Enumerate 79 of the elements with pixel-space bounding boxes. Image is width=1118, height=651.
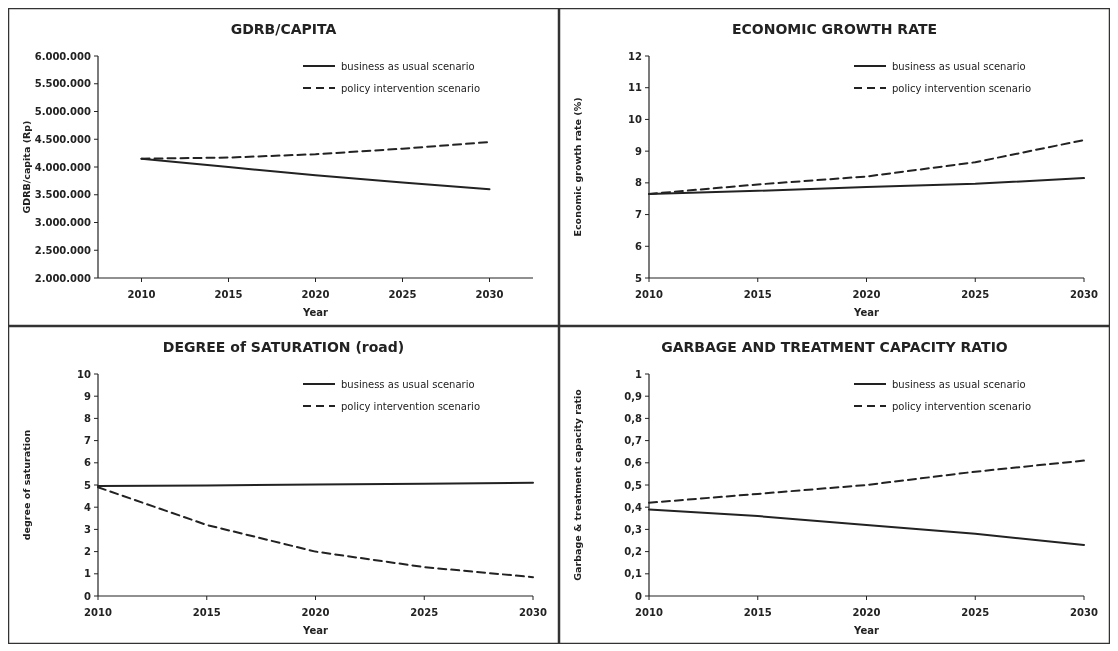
y-tick-label: 3 — [84, 523, 92, 535]
y-tick-label: 4.000.000 — [34, 161, 92, 173]
y-tick-label: 7 — [635, 209, 643, 221]
legend-label: business as usual scenario — [892, 60, 1026, 72]
x-axis-title: Year — [853, 625, 879, 636]
x-tick-label: 2015 — [214, 289, 243, 300]
y-axis-title: degree of saturation — [21, 429, 32, 541]
y-tick-label: 1 — [635, 368, 643, 380]
x-tick-label: 2025 — [388, 289, 417, 300]
x-tick-label: 2025 — [410, 607, 439, 618]
x-tick-label: 2010 — [635, 607, 663, 618]
y-tick-label: 0,8 — [624, 412, 643, 424]
x-tick-label: 2015 — [192, 607, 221, 618]
y-tick-label: 0,5 — [624, 479, 643, 491]
y-tick-label: 0 — [635, 590, 643, 602]
y-tick-label: 5 — [84, 479, 92, 491]
y-tick-label: 10 — [77, 368, 92, 380]
x-tick-label: 2010 — [127, 289, 156, 300]
y-tick-label: 3.500.000 — [34, 189, 92, 201]
y-axis-title: Economic growth rate (%) — [572, 97, 583, 237]
legend-label: policy intervention scenario — [341, 82, 480, 94]
y-tick-label: 5.500.000 — [34, 78, 92, 90]
y-tick-label: 8 — [84, 412, 92, 424]
x-tick-label: 2015 — [743, 607, 772, 618]
y-tick-label: 0,2 — [624, 546, 643, 558]
x-tick-label: 2020 — [301, 289, 330, 300]
x-tick-label: 2010 — [635, 289, 663, 300]
y-tick-label: 6.000.000 — [34, 50, 92, 62]
x-tick-label: 2020 — [852, 607, 881, 618]
y-tick-label: 0,3 — [624, 523, 643, 535]
y-tick-label: 0 — [84, 590, 92, 602]
y-tick-label: 2.000.000 — [34, 272, 92, 284]
x-tick-label: 2020 — [852, 289, 881, 300]
y-tick-label: 10 — [628, 113, 643, 125]
x-tick-label: 2030 — [519, 607, 547, 618]
y-tick-label: 2 — [84, 546, 92, 558]
chart-title: DEGREE of SATURATION (road) — [162, 339, 405, 355]
chart-title: GARBAGE AND TREATMENT CAPACITY RATIO — [661, 339, 1008, 355]
y-tick-label: 5.000.000 — [34, 106, 92, 117]
y-tick-label: 9 — [635, 145, 643, 157]
y-tick-label: 4 — [84, 501, 92, 513]
x-axis-title: Year — [853, 307, 879, 318]
y-tick-label: 11 — [628, 82, 643, 94]
chart-title: GDRB/CAPITA — [230, 21, 337, 37]
y-tick-label: 0,9 — [624, 390, 643, 402]
x-tick-label: 2030 — [475, 289, 504, 300]
x-tick-label: 2030 — [1070, 289, 1098, 300]
x-axis-title: Year — [302, 307, 328, 318]
y-tick-label: 4.500.000 — [34, 133, 92, 145]
x-tick-label: 2010 — [84, 607, 112, 618]
y-tick-label: 0,1 — [624, 568, 643, 580]
legend-label: policy intervention scenario — [892, 400, 1031, 412]
legend-label: policy intervention scenario — [341, 400, 480, 412]
y-tick-label: 6 — [635, 240, 643, 252]
y-tick-label: 2.500.000 — [34, 244, 92, 256]
y-tick-label: 12 — [628, 50, 643, 62]
y-tick-label: 7 — [84, 435, 92, 447]
x-tick-label: 2025 — [961, 607, 990, 618]
y-tick-label: 9 — [84, 390, 92, 402]
y-tick-label: 0,6 — [624, 457, 643, 469]
y-tick-label: 5 — [635, 272, 643, 284]
y-axis-title: GDRB/capita (Rp) — [21, 120, 32, 214]
x-tick-label: 2020 — [301, 607, 330, 618]
x-tick-label: 2030 — [1070, 607, 1098, 618]
y-tick-label: 3.000.000 — [34, 217, 92, 228]
x-tick-label: 2025 — [961, 289, 990, 300]
chart-title: ECONOMIC GROWTH RATE — [731, 21, 938, 37]
y-tick-label: 0,4 — [624, 501, 643, 513]
y-axis-title: Garbage & treatment capacity ratio — [572, 388, 583, 581]
x-axis-title: Year — [302, 625, 328, 636]
y-tick-label: 6 — [84, 457, 92, 469]
x-tick-label: 2015 — [743, 289, 772, 300]
legend-label: policy intervention scenario — [892, 82, 1031, 94]
y-tick-label: 8 — [635, 177, 643, 189]
legend-label: business as usual scenario — [892, 378, 1026, 390]
legend-label: business as usual scenario — [341, 60, 475, 72]
legend-label: business as usual scenario — [341, 378, 475, 390]
y-tick-label: 0,7 — [624, 435, 643, 447]
y-tick-label: 1 — [84, 568, 92, 580]
